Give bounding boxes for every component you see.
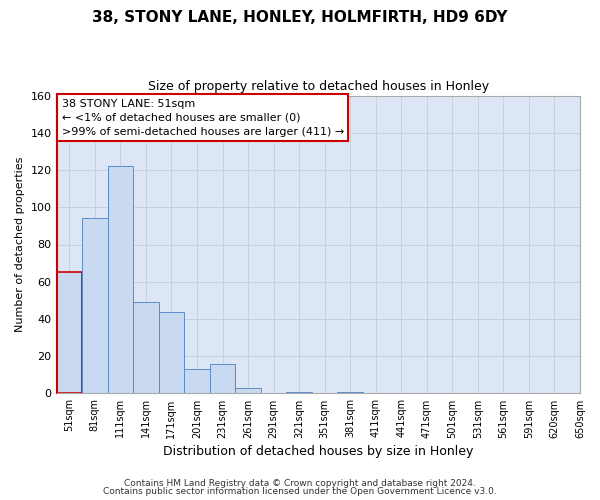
X-axis label: Distribution of detached houses by size in Honley: Distribution of detached houses by size … [163,444,473,458]
Bar [210,364,235,394]
Text: 38 STONY LANE: 51sqm
← <1% of detached houses are smaller (0)
>99% of semi-detac: 38 STONY LANE: 51sqm ← <1% of detached h… [62,98,344,136]
Bar [158,312,184,394]
Y-axis label: Number of detached properties: Number of detached properties [15,157,25,332]
Bar [184,369,210,394]
Bar [56,272,82,394]
Bar [235,388,261,394]
Bar [286,392,312,394]
Title: Size of property relative to detached houses in Honley: Size of property relative to detached ho… [148,80,489,93]
Bar [337,392,363,394]
Text: 38, STONY LANE, HONLEY, HOLMFIRTH, HD9 6DY: 38, STONY LANE, HONLEY, HOLMFIRTH, HD9 6… [92,10,508,25]
Bar [107,166,133,394]
Bar [82,218,107,394]
Bar [133,302,158,394]
Text: Contains public sector information licensed under the Open Government Licence v3: Contains public sector information licen… [103,487,497,496]
Text: Contains HM Land Registry data © Crown copyright and database right 2024.: Contains HM Land Registry data © Crown c… [124,478,476,488]
